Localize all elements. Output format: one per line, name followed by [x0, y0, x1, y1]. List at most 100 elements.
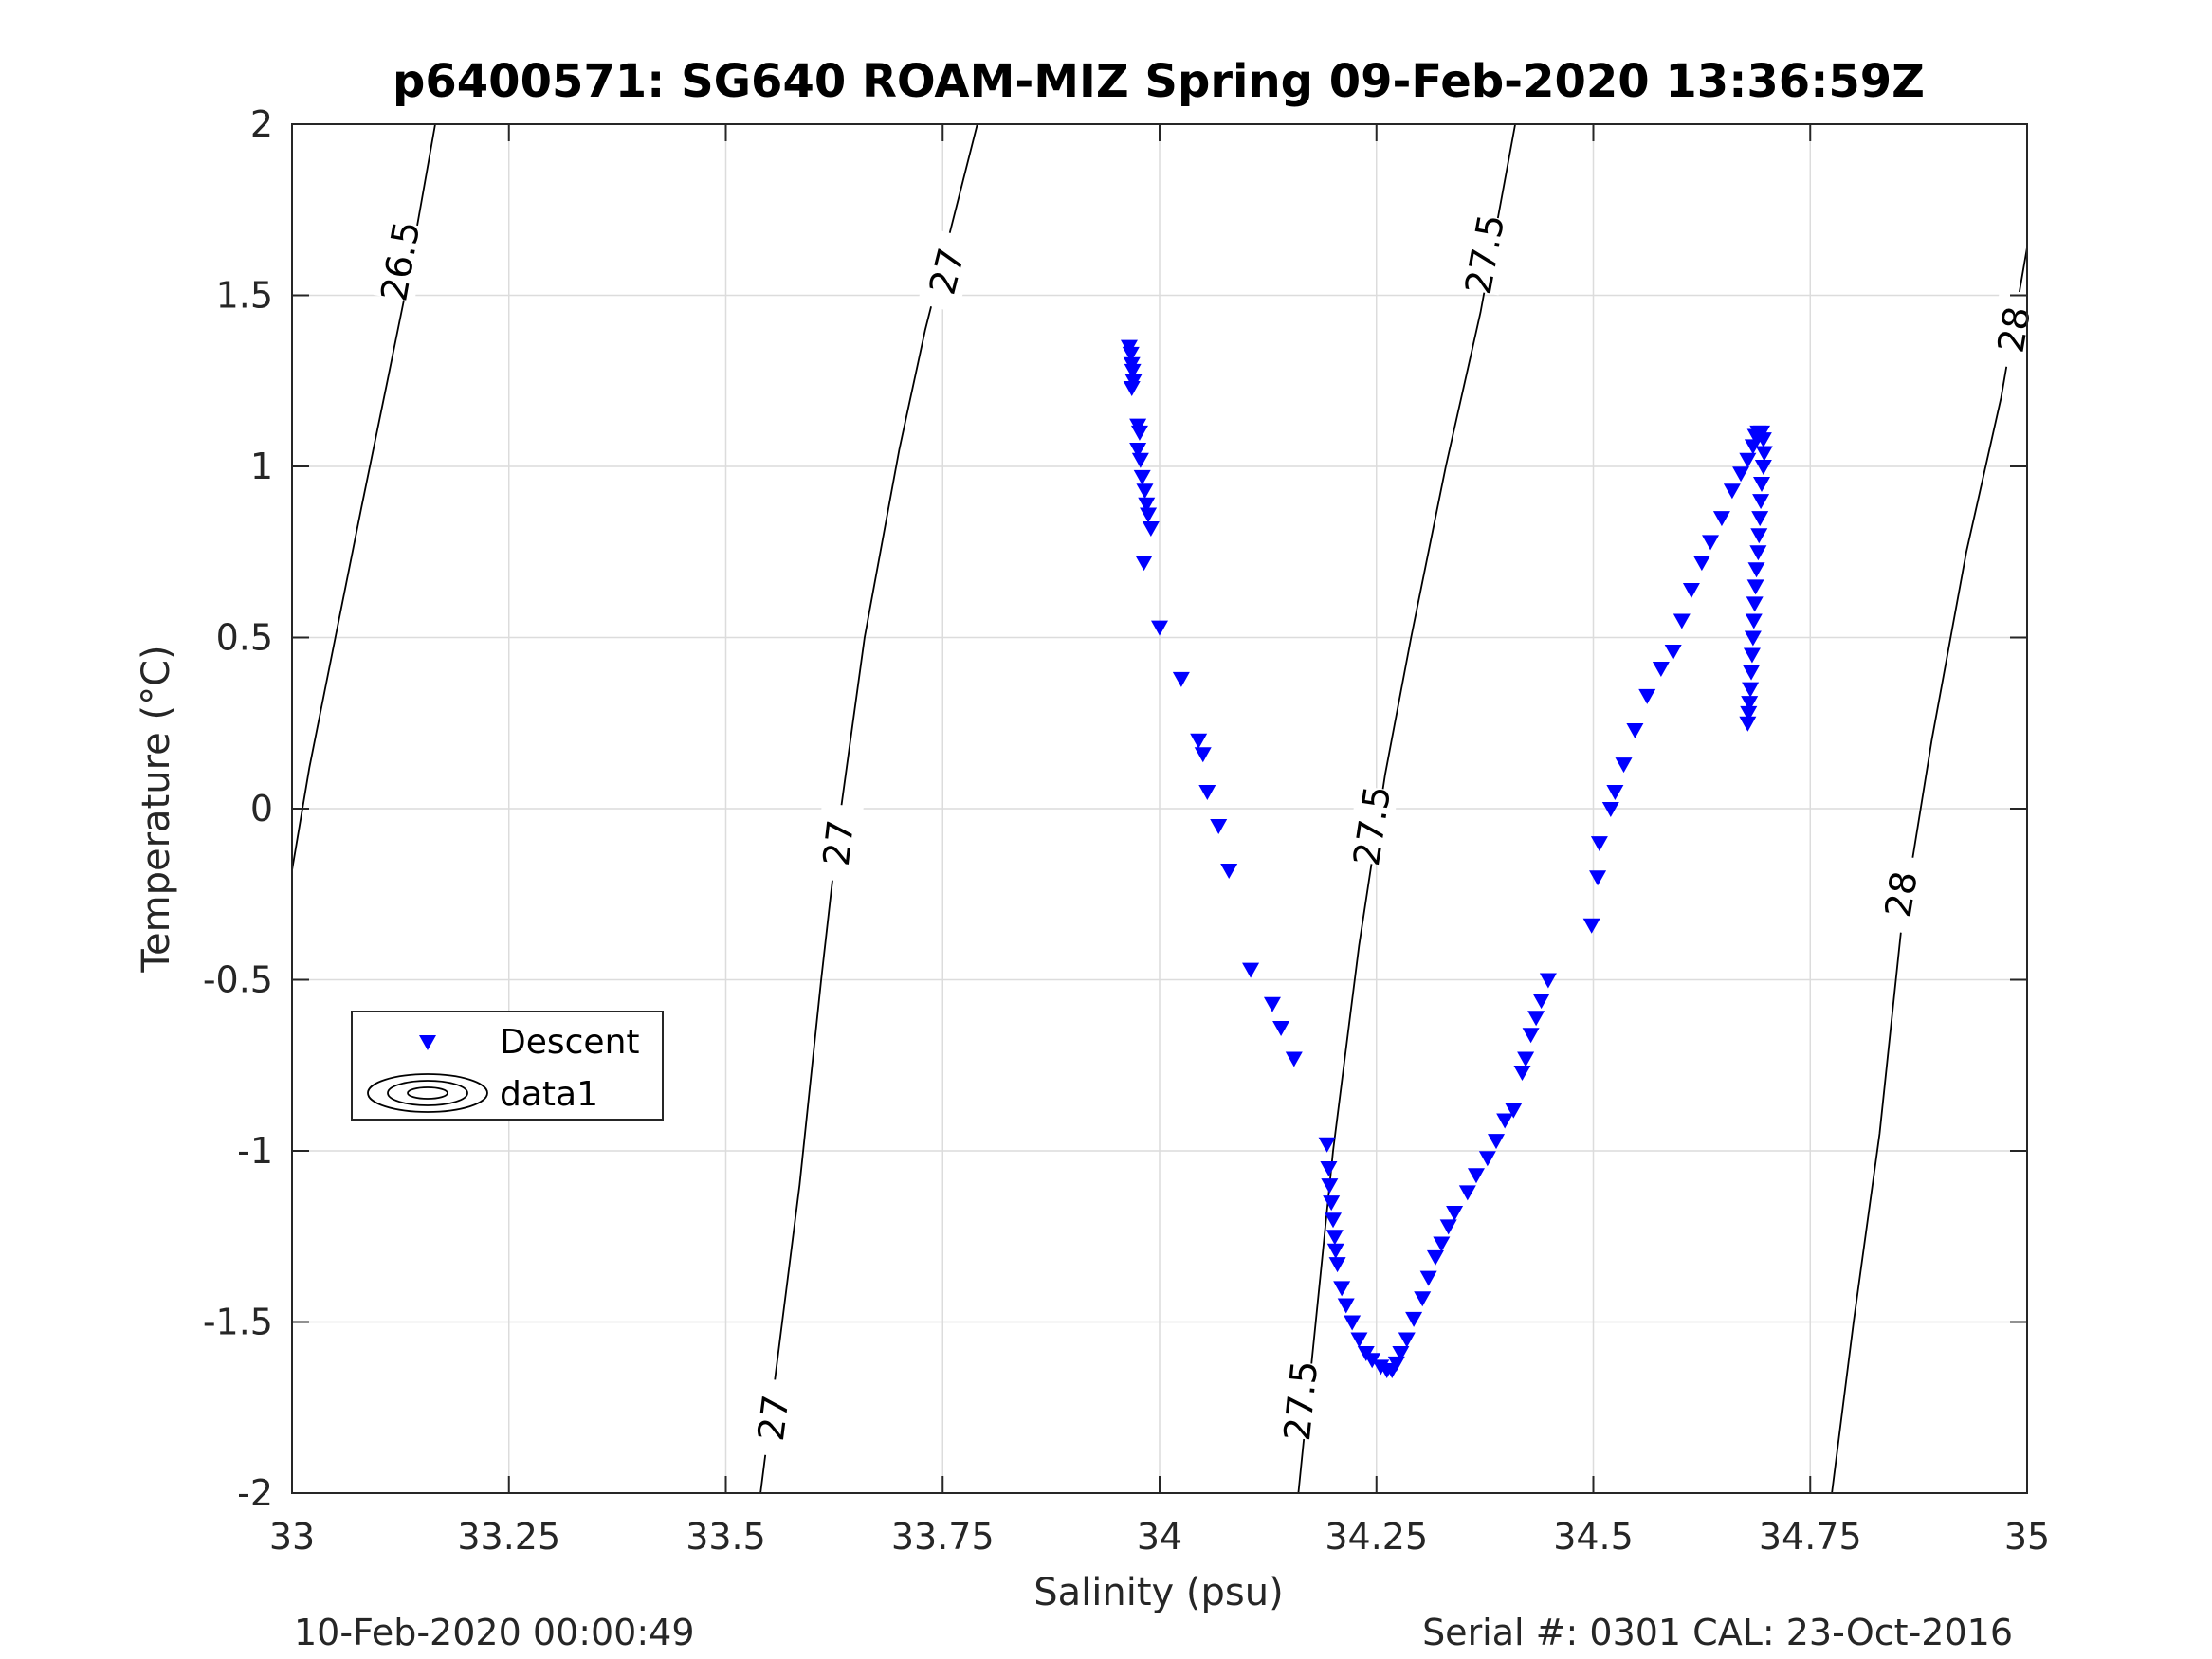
legend-data1-label: data1: [500, 1075, 598, 1114]
descent-point-9: [1131, 452, 1149, 468]
descent-point-80: [1712, 511, 1730, 527]
descent-point-45: [1392, 1345, 1410, 1361]
descent-point-89: [1755, 446, 1773, 462]
descent-point-16: [1151, 620, 1168, 636]
x-tick-label-1: 33.25: [457, 1516, 560, 1558]
descent-point-32: [1325, 1230, 1344, 1246]
descent-point-78: [1692, 556, 1710, 572]
descent-point-77: [1682, 582, 1700, 598]
descent-point-71: [1615, 757, 1633, 774]
descent-point-55: [1467, 1168, 1485, 1184]
descent-point-53: [1446, 1205, 1464, 1221]
x-tick-label-3: 33.75: [891, 1516, 995, 1558]
y-tick-label-7: 1.5: [216, 275, 273, 317]
descent-point-98: [1746, 596, 1764, 612]
y-tick-label-1: -1.5: [203, 1302, 273, 1343]
descent-point-105: [1740, 705, 1758, 721]
isopycnal-label-bg: [1345, 785, 1398, 866]
descent-point-40: [1363, 1353, 1381, 1369]
descent-points: [1120, 339, 1773, 1379]
descent-point-68: [1590, 836, 1608, 852]
descent-point-100: [1744, 630, 1762, 647]
y-tick-label-8: 2: [250, 103, 273, 145]
descent-point-97: [1746, 579, 1764, 595]
descent-point-104: [1741, 696, 1759, 712]
descent-point-54: [1458, 1185, 1476, 1201]
axis-ticks: 33 33.25 33.5 33.75 34 34.25 34.5 34.75 35 -2 -1.5…: [203, 103, 2050, 1558]
descent-point-26: [1285, 1051, 1303, 1067]
isopycnal-label-27.5-1: 27.5: [1345, 783, 1398, 868]
x-tick-label-8: 35: [2004, 1516, 2050, 1558]
descent-point-15: [1135, 556, 1153, 572]
descent-point-76: [1673, 613, 1691, 629]
descent-point-36: [1337, 1298, 1355, 1314]
descent-point-84: [1744, 439, 1762, 455]
descent-point-48: [1414, 1291, 1432, 1307]
x-tick-label-7: 34.75: [1759, 1516, 1862, 1558]
descent-point-74: [1652, 661, 1670, 677]
descent-point-1: [1122, 346, 1140, 362]
descent-point-94: [1750, 528, 1768, 544]
descent-point-3: [1124, 363, 1142, 379]
descent-point-17: [1172, 671, 1190, 687]
descent-point-27: [1318, 1137, 1336, 1153]
descent-point-96: [1747, 562, 1765, 578]
descent-point-14: [1142, 520, 1160, 537]
descent-point-67: [1589, 870, 1607, 886]
descent-point-38: [1350, 1332, 1368, 1348]
descent-point-69: [1601, 802, 1619, 817]
isopycnal-label-27-0: 27: [750, 1393, 797, 1444]
descent-point-83: [1739, 452, 1757, 468]
isopycnal-line-27.5: [1297, 123, 1516, 1494]
isopycnal-label-bg: [1874, 853, 1929, 936]
descent-point-58: [1496, 1113, 1514, 1129]
descent-point-64: [1532, 994, 1550, 1010]
x-tick-label-5: 34.25: [1325, 1516, 1428, 1558]
isopycnal-label-bg: [1457, 212, 1513, 296]
y-tick-label-6: 1: [250, 446, 273, 487]
footer-timestamp: 10-Feb-2020 00:00:49: [294, 1612, 695, 1653]
x-axis-label: Salinity (psu): [1033, 1571, 1283, 1614]
isopycnal-label-bg: [747, 1377, 799, 1459]
descent-point-60: [1513, 1065, 1531, 1081]
x-tick-label-2: 33.5: [686, 1516, 766, 1558]
descent-point-82: [1732, 466, 1750, 483]
descent-point-102: [1743, 665, 1761, 681]
descent-point-37: [1344, 1315, 1362, 1331]
x-tick-label-0: 33: [269, 1516, 315, 1558]
descent-point-20: [1198, 784, 1216, 800]
descent-point-52: [1439, 1219, 1457, 1235]
isopycnal-line-28: [1831, 246, 2028, 1494]
y-tick-label-2: -1: [237, 1130, 273, 1172]
isopycnal-label-27-1: 27: [815, 818, 862, 868]
descent-point-33: [1326, 1243, 1344, 1259]
descent-point-10: [1133, 469, 1151, 485]
descent-point-72: [1626, 722, 1644, 738]
descent-point-91: [1753, 477, 1771, 493]
footer-serial-cal: Serial #: 0301 CAL: 23-Oct-2016: [1422, 1612, 2013, 1653]
descent-point-88: [1754, 432, 1772, 448]
isopycnal-label-28-1: 28: [1989, 303, 2038, 356]
legend-contour-icon: [367, 1073, 488, 1113]
descent-point-106: [1739, 716, 1757, 732]
isopycnal-label-27.5-0: 27.5: [1276, 1358, 1325, 1443]
descent-point-63: [1527, 1011, 1545, 1027]
y-axis-label: Temperature (°C): [135, 645, 178, 973]
descent-point-62: [1522, 1028, 1540, 1044]
descent-point-24: [1263, 996, 1281, 1012]
descent-point-99: [1745, 613, 1763, 629]
y-tick-label-4: 0: [250, 788, 273, 830]
descent-point-23: [1242, 962, 1260, 978]
descent-point-56: [1478, 1151, 1496, 1167]
descent-point-30: [1323, 1195, 1341, 1212]
descent-point-47: [1405, 1311, 1423, 1327]
isopycnal-label-28-0: 28: [1877, 868, 1926, 921]
descent-point-22: [1220, 863, 1238, 879]
y-tick-label-3: -0.5: [203, 959, 273, 1001]
descent-point-90: [1754, 460, 1772, 475]
descent-point-19: [1194, 747, 1212, 763]
descent-point-70: [1606, 784, 1624, 800]
y-tick-label-5: 0.5: [216, 617, 273, 659]
x-tick-label-6: 34.5: [1553, 1516, 1634, 1558]
